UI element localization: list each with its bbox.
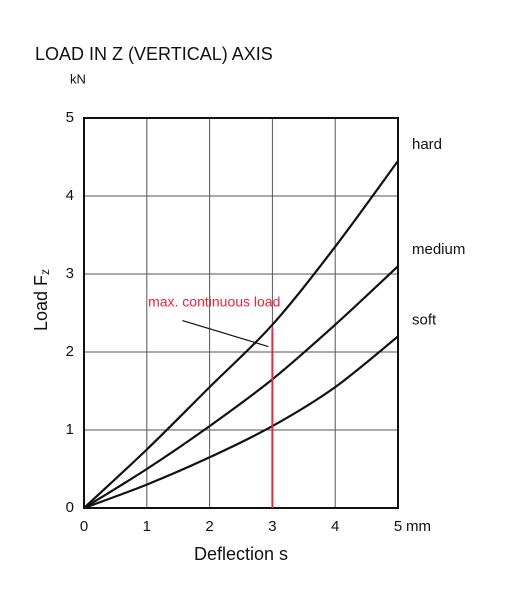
y-tick-label: 4 [66,187,74,204]
y-tick-label: 2 [66,343,74,360]
y-label-subscript: z [38,269,52,275]
series-label: hard [412,136,442,153]
x-tick-label: 2 [205,518,213,535]
series-label: soft [412,311,437,328]
annotation-leader [182,320,269,348]
chart-title: LOAD IN Z (VERTICAL) AXIS [35,44,273,64]
x-tick-label: 5 [394,518,402,535]
y-axis-label: Load Fz [31,269,52,331]
x-axis-label: Deflection s [194,544,288,564]
y-unit: kN [70,71,86,86]
x-unit: mm [406,518,431,535]
x-tick-label: 3 [268,518,276,535]
y-tick-label: 3 [66,265,74,282]
series-line [83,265,399,509]
series-line [83,160,399,509]
series-label: medium [412,241,465,258]
x-tick-label: 0 [80,518,88,535]
plot-frame [83,117,399,509]
y-tick-label: 1 [66,421,74,438]
annotation-text: max. continuous load [148,293,280,309]
y-label-text: Load F [31,275,51,331]
x-tick-label: 1 [143,518,151,535]
x-tick-label: 4 [331,518,339,535]
y-tick-label: 5 [66,109,74,126]
y-tick-label: 0 [66,499,74,516]
series-line [83,335,399,510]
